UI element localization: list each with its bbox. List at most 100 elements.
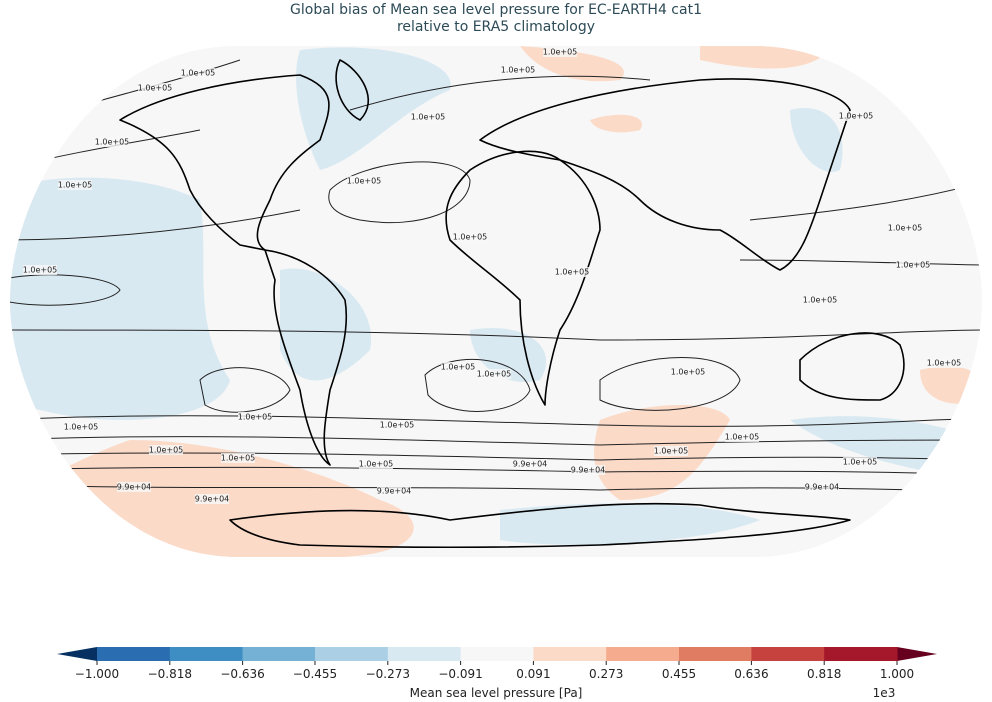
contour-label: 1.0e+05 xyxy=(149,446,184,455)
contour-label: 1.0e+05 xyxy=(477,370,512,379)
contour-label: 1.0e+05 xyxy=(64,423,99,432)
contour-label: 1.0e+05 xyxy=(654,447,689,456)
colorbar-bin xyxy=(751,647,825,661)
contour-label: 1.0e+05 xyxy=(453,233,488,242)
contour-label: 9.9e+04 xyxy=(513,460,548,469)
contour-label: 1.0e+05 xyxy=(95,138,130,147)
contour-label: 1.0e+05 xyxy=(238,413,273,422)
contour-label: 1.0e+05 xyxy=(671,368,706,377)
map: 1.0e+051.0e+05 1.0e+051.0e+051.0e+051.0e+… xyxy=(10,46,982,557)
colorbar-tick-label: −0.818 xyxy=(148,667,192,681)
contour-label-bg xyxy=(221,453,255,463)
contour-label-bg xyxy=(347,176,381,186)
contour-label-bg xyxy=(501,65,535,75)
contour-label-bg xyxy=(513,459,547,469)
contour-label: 1.0e+05 xyxy=(803,296,838,305)
contour-label: 9.9e+04 xyxy=(195,495,230,504)
colorbar-over xyxy=(897,647,937,661)
title-line: relative to ERA5 climatology xyxy=(397,19,595,35)
colorbar-bin xyxy=(387,647,462,661)
contour-label-bg xyxy=(138,83,172,93)
contour-label: 1.0e+05 xyxy=(411,113,446,122)
contour-label: 9.9e+04 xyxy=(571,466,606,475)
contour-label-bg xyxy=(453,232,487,242)
contour-label: 1.0e+05 xyxy=(23,266,58,275)
colorbar-tick-label: 0.636 xyxy=(734,667,768,681)
colorbar-bin xyxy=(97,647,171,661)
contour-label-bg xyxy=(888,223,922,233)
contour-label-bg xyxy=(195,494,229,504)
contour-label: 9.9e+04 xyxy=(377,487,412,496)
contour-label: 1.0e+05 xyxy=(221,454,256,463)
contour-label-bg xyxy=(571,465,605,475)
contour-label-bg xyxy=(555,267,589,277)
colorbar-bin xyxy=(169,647,244,661)
colorbar-tick-label: −0.636 xyxy=(220,667,264,681)
contour-label: 1.0e+05 xyxy=(347,177,382,186)
contour-label-bg xyxy=(543,47,577,57)
colorbar-bin xyxy=(606,647,680,661)
colorbar-bin xyxy=(824,647,898,661)
colorbar: −1.000 −0.818 −0.636 −0.455 −0.273 −0.091 0.09… xyxy=(57,647,937,681)
colorbar-tick-label: 0.455 xyxy=(662,667,696,681)
contour-label-bg xyxy=(477,369,511,379)
contour-label-bg xyxy=(58,180,92,190)
contour-label-bg xyxy=(805,482,839,492)
colorbar-tick-label: −0.273 xyxy=(366,667,410,681)
contour-label-bg xyxy=(377,486,411,496)
contour-label-bg xyxy=(380,420,414,430)
contour-label: 1.0e+05 xyxy=(843,458,878,467)
contour-label: 1.0e+05 xyxy=(543,48,578,57)
colorbar-tick-label: −0.091 xyxy=(438,667,482,681)
contour-label-bg xyxy=(803,295,837,305)
contour-label-bg xyxy=(839,111,873,121)
colorbar-tick-label: 0.818 xyxy=(807,667,841,681)
colorbar-tick-label: 0.273 xyxy=(589,667,623,681)
colorbar-tick-label: −0.455 xyxy=(293,667,337,681)
contour-label-bg xyxy=(843,457,877,467)
colorbar-tick-label: 0.091 xyxy=(516,667,550,681)
colorbar-tick-label: 1.000 xyxy=(880,667,914,681)
contour-label-bg xyxy=(411,112,445,122)
contour-label: 1.0e+05 xyxy=(181,69,216,78)
contour-label-bg xyxy=(359,459,393,469)
contour-label-bg xyxy=(238,412,272,422)
contour-label: 1.0e+05 xyxy=(441,363,476,372)
contour-label: 9.9e+04 xyxy=(805,483,840,492)
contour-label: 1.0e+05 xyxy=(138,84,173,93)
colorbar-tick-label: −1.000 xyxy=(75,667,119,681)
contour-label-bg xyxy=(117,482,151,492)
contour-label-bg xyxy=(671,367,705,377)
contour-label-bg xyxy=(654,446,688,456)
contour-label-bg xyxy=(441,362,475,372)
colorbar-under xyxy=(57,647,97,661)
colorbar-bin xyxy=(315,647,389,661)
contour-label-bg xyxy=(181,68,215,78)
colorbar-bin xyxy=(533,647,607,661)
contour-label: 1.0e+05 xyxy=(555,268,590,277)
colorbar-label: Mean sea level pressure [Pa] xyxy=(410,686,583,700)
contour-label-bg xyxy=(95,137,129,147)
contour-label: 1.0e+05 xyxy=(359,460,394,469)
colorbar-bin xyxy=(460,647,534,661)
colorbar-bin xyxy=(679,647,752,661)
contour-label: 1.0e+05 xyxy=(888,224,923,233)
contour-label: 1.0e+05 xyxy=(58,181,93,190)
contour-label-bg xyxy=(149,445,183,455)
coastlines xyxy=(119,59,905,549)
contour-label: 1.0e+05 xyxy=(380,421,415,430)
title-line: Global bias of Mean sea level pressure f… xyxy=(290,2,702,18)
colorbar-bin xyxy=(242,647,316,661)
colorbar-offset: 1e3 xyxy=(873,686,896,700)
contour-label: 1.0e+05 xyxy=(927,359,962,368)
contour-label: 1.0e+05 xyxy=(725,433,760,442)
contour-label-bg xyxy=(64,422,98,432)
contour-label-bg xyxy=(927,358,961,368)
contour-label-bg xyxy=(23,265,57,275)
contour-label-bg xyxy=(725,432,759,442)
contour-label: 1.0e+05 xyxy=(501,66,536,75)
contour-label: 1.0e+05 xyxy=(896,261,931,270)
contour-label: 9.9e+04 xyxy=(117,483,152,492)
contour-label-bg xyxy=(896,260,930,270)
